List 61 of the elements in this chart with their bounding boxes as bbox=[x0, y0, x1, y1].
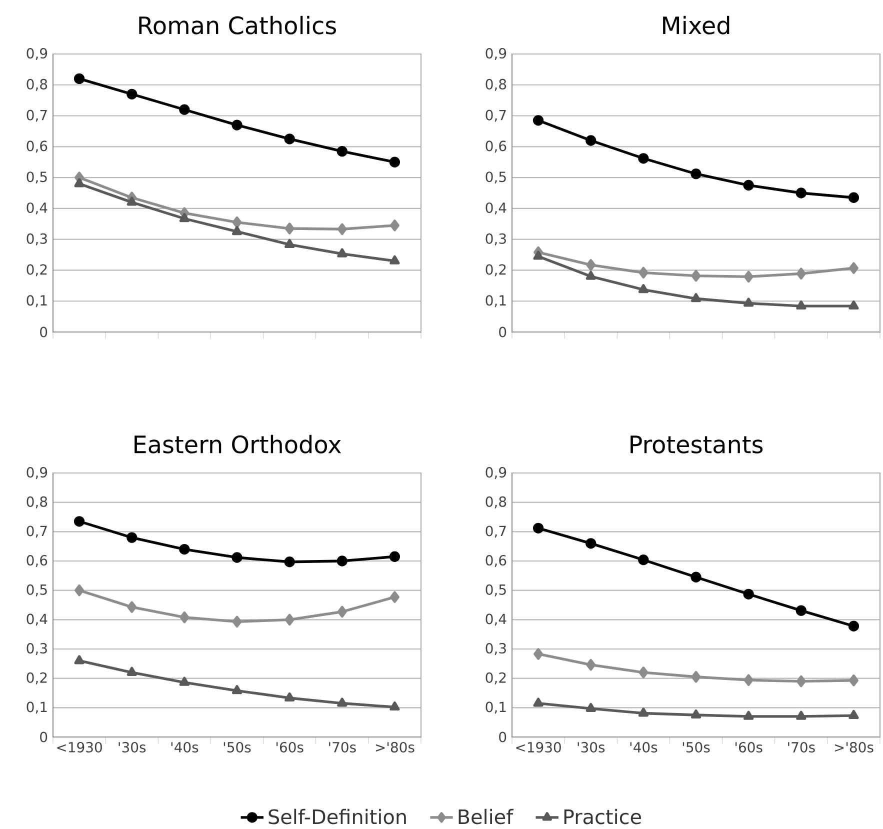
y-tick-label: 0,9 bbox=[26, 467, 48, 480]
y-tick-label: 0,2 bbox=[26, 672, 47, 684]
y-tick-label: 0,4 bbox=[486, 614, 506, 626]
y-tick-label: 0,3 bbox=[486, 643, 506, 655]
x-tick-label: '50s bbox=[224, 742, 251, 752]
chart-title: Roman Catholics bbox=[139, 16, 336, 34]
chart-title: Protestants bbox=[630, 436, 763, 454]
y-tick-label: 0 bbox=[499, 732, 506, 742]
legend-label: Self-Definition bbox=[268, 808, 406, 824]
y-tick-label: 0,2 bbox=[26, 264, 47, 276]
y-tick-label: 0,6 bbox=[486, 140, 506, 153]
y-tick-label: 0,5 bbox=[26, 584, 47, 596]
y-tick-label: 0,2 bbox=[486, 264, 506, 276]
y-tick-label: 0,9 bbox=[486, 48, 506, 60]
y-tick-label: 0,1 bbox=[486, 295, 506, 308]
y-tick-label: 0,6 bbox=[26, 555, 48, 567]
y-tick-label: 0,1 bbox=[26, 295, 47, 308]
y-tick-label: 0,8 bbox=[26, 78, 48, 91]
x-tick-label: '50s bbox=[682, 742, 710, 752]
y-tick-label: 0 bbox=[40, 326, 48, 338]
chart-title: Mixed bbox=[663, 16, 730, 34]
y-tick-label: 0,4 bbox=[26, 202, 48, 214]
x-tick-label: '30s bbox=[578, 742, 605, 752]
y-tick-label: 0,8 bbox=[486, 496, 506, 508]
x-tick-label: <1930 bbox=[516, 742, 561, 752]
y-tick-label: 0,4 bbox=[26, 614, 48, 626]
x-tick-label: '40s bbox=[630, 742, 658, 752]
y-tick-label: 0,5 bbox=[26, 172, 47, 184]
x-tick-label: '60s bbox=[735, 742, 762, 752]
legend-label: Belief bbox=[458, 808, 514, 824]
y-tick-label: 0,7 bbox=[26, 110, 47, 122]
y-tick-label: 0,1 bbox=[486, 702, 506, 714]
y-tick-label: 0,1 bbox=[26, 702, 47, 714]
y-tick-label: 0,6 bbox=[486, 555, 506, 567]
y-tick-label: 0,8 bbox=[486, 78, 506, 91]
y-tick-label: 0,7 bbox=[26, 526, 47, 538]
y-tick-label: 0,8 bbox=[26, 496, 48, 508]
y-tick-label: 0,5 bbox=[486, 172, 506, 184]
x-tick-label: >'80s bbox=[376, 742, 414, 752]
y-tick-label: 0,4 bbox=[486, 202, 506, 214]
x-tick-label: <1930 bbox=[57, 742, 102, 752]
chart-title: Eastern Orthodox bbox=[134, 434, 341, 454]
y-tick-label: 0,9 bbox=[486, 467, 506, 480]
x-tick-label: '40s bbox=[171, 742, 198, 752]
x-tick-label: '70s bbox=[329, 742, 356, 752]
y-tick-label: 0,3 bbox=[26, 643, 47, 655]
x-tick-label: '30s bbox=[118, 742, 146, 752]
x-tick-label: >'80s bbox=[834, 742, 874, 752]
x-tick-label: '60s bbox=[276, 742, 304, 752]
y-tick-label: 0,3 bbox=[26, 233, 47, 246]
y-tick-label: 0,3 bbox=[486, 233, 506, 246]
legend-label: Practice bbox=[564, 808, 641, 824]
y-tick-label: 0,6 bbox=[26, 140, 48, 153]
y-tick-label: 0,5 bbox=[486, 584, 506, 596]
y-tick-label: 0,2 bbox=[486, 672, 506, 684]
x-tick-label: '70s bbox=[788, 742, 815, 752]
y-tick-label: 0,7 bbox=[486, 526, 506, 538]
y-tick-label: 0 bbox=[40, 732, 48, 742]
y-tick-label: 0,7 bbox=[486, 110, 506, 122]
y-tick-label: 0,9 bbox=[26, 48, 48, 60]
y-tick-label: 0 bbox=[499, 326, 506, 338]
